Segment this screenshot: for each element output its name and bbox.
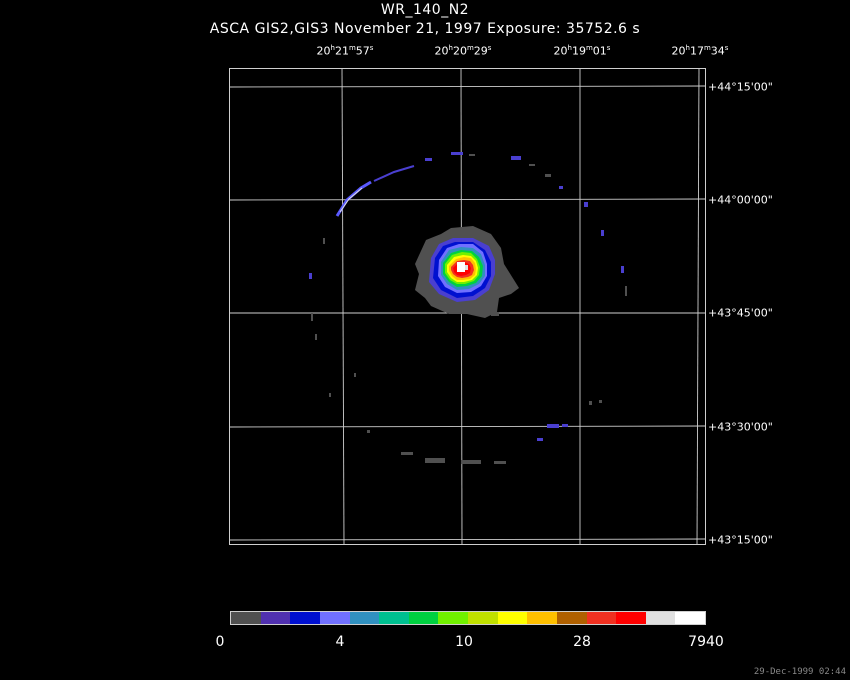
sky-image (229, 68, 706, 545)
dec-label-3: +43°45'00" (708, 306, 773, 320)
colorbar-swatch (527, 612, 557, 624)
colorbar-swatch (586, 612, 617, 624)
colorbar-swatch (349, 612, 380, 624)
colorbar-label-4: 4 (335, 634, 345, 650)
dec-label-5: +43°15'00" (708, 533, 773, 547)
colorbar-swatch (408, 612, 439, 624)
central-source (415, 226, 519, 318)
timestamp: 29-Dec-1999 02:44 (753, 667, 846, 677)
color-bar (230, 611, 706, 625)
dec-label-1: +44°15'00" (708, 80, 773, 94)
image-subtitle: ASCA GIS2,GIS3 November 21, 1997 Exposur… (209, 21, 641, 37)
colorbar-swatch (290, 612, 320, 624)
detector-ring (309, 152, 627, 464)
ra-label-3: 20h19m01s (553, 44, 611, 58)
ra-label-4: 20h17m34s (671, 44, 729, 58)
ra-label-1: 20h21m57s (316, 44, 374, 58)
coordinate-grid (229, 68, 706, 545)
colorbar-swatch (468, 612, 498, 624)
colorbar-swatch (556, 612, 587, 624)
colorbar-label-10: 10 (455, 634, 473, 650)
ra-label-2: 20h20m29s (434, 44, 492, 58)
colorbar-label-max: 7940 (688, 634, 724, 650)
dec-label-4: +43°30'00" (708, 420, 773, 434)
colorbar-swatch (616, 612, 646, 624)
colorbar-swatch (231, 612, 261, 624)
image-title: WR_140_N2 (380, 2, 470, 18)
colorbar-swatch (645, 612, 676, 624)
colorbar-swatch (497, 612, 528, 624)
colorbar-swatch (319, 612, 350, 624)
colorbar-swatch (260, 612, 291, 624)
colorbar-label-28: 28 (573, 634, 591, 650)
dec-label-2: +44°00'00" (708, 193, 773, 207)
colorbar-label-0: 0 (215, 634, 225, 650)
colorbar-swatch (438, 612, 468, 624)
colorbar-swatch (675, 612, 705, 624)
colorbar-swatch (379, 612, 409, 624)
